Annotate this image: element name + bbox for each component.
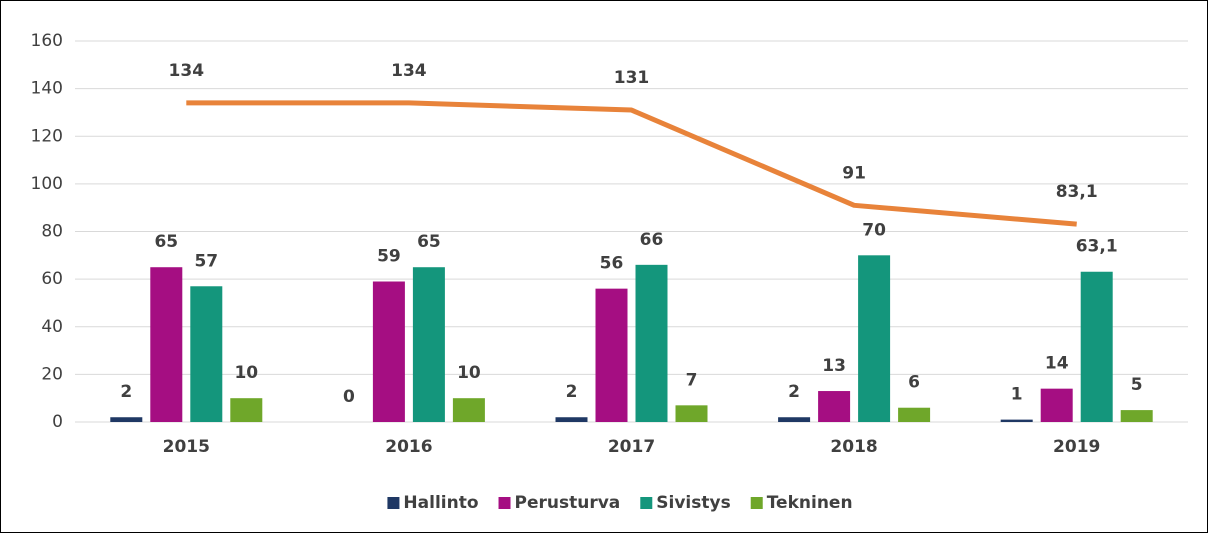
legend-swatch: [750, 497, 763, 509]
bar: [452, 398, 485, 422]
x-tick-label: 2016: [385, 437, 432, 457]
y-tick-label: 20: [41, 364, 63, 384]
y-tick-label: 80: [41, 222, 63, 242]
data-label: 5: [1131, 375, 1143, 395]
data-label: 134: [169, 61, 205, 81]
x-tick-label: 2019: [1053, 437, 1100, 457]
data-label: 65: [417, 232, 441, 252]
y-tick-label: 0: [52, 412, 63, 432]
bar: [818, 391, 851, 422]
y-tick-label: 120: [31, 126, 63, 146]
bar: [595, 288, 628, 422]
data-label: 91: [842, 163, 866, 183]
legend-label: Perusturva: [515, 493, 621, 513]
data-label: 7: [686, 370, 698, 390]
legend-swatch: [498, 497, 511, 509]
data-label: 2: [566, 382, 578, 402]
legend-label: Hallinto: [403, 493, 478, 513]
bar: [675, 405, 708, 422]
legend-label: Sivistys: [656, 493, 730, 513]
bar: [1000, 419, 1033, 422]
bar: [230, 398, 263, 422]
bar: [1080, 271, 1113, 422]
bar: [1120, 410, 1153, 422]
y-tick-label: 160: [31, 31, 63, 51]
bar: [150, 267, 183, 422]
line: [186, 100, 1077, 227]
data-label: 63,1: [1076, 237, 1118, 257]
bar: [898, 407, 931, 422]
x-tick-label: 2015: [163, 437, 210, 457]
data-label: 10: [457, 363, 481, 383]
data-label: 70: [862, 220, 886, 240]
data-label: 134: [391, 61, 427, 81]
x-tick-label: 2017: [608, 437, 655, 457]
data-label: 65: [154, 232, 178, 252]
data-label: 66: [640, 230, 664, 250]
bar: [190, 286, 223, 422]
bar: [110, 417, 143, 422]
y-tick-label: 40: [41, 317, 63, 337]
data-label: 14: [1045, 354, 1069, 374]
data-label: 2: [788, 382, 800, 402]
data-label: 57: [194, 251, 218, 271]
data-label: 10: [234, 363, 258, 383]
y-tick-label: 100: [31, 174, 63, 194]
legend-swatch: [387, 497, 400, 509]
y-tick-label: 140: [31, 79, 63, 99]
bar: [1040, 388, 1073, 422]
bar: [412, 267, 445, 422]
data-label: 13: [822, 356, 846, 376]
data-label: 0: [343, 387, 355, 407]
data-label: 56: [600, 254, 624, 274]
bar: [858, 255, 891, 422]
data-label: 6: [908, 373, 920, 393]
x-tick-label: 2018: [830, 437, 877, 457]
data-label: 59: [377, 247, 401, 267]
bar: [635, 264, 668, 422]
bar: [372, 281, 405, 422]
data-label: 1: [1011, 385, 1023, 405]
data-label: 131: [614, 68, 650, 88]
legend-label: Tekninen: [767, 493, 853, 513]
y-tick-label: 60: [41, 269, 63, 289]
data-label: 2: [120, 382, 132, 402]
bar: [555, 417, 588, 422]
data-label: 83,1: [1056, 182, 1098, 202]
bar: [778, 417, 811, 422]
legend-swatch: [640, 497, 653, 509]
